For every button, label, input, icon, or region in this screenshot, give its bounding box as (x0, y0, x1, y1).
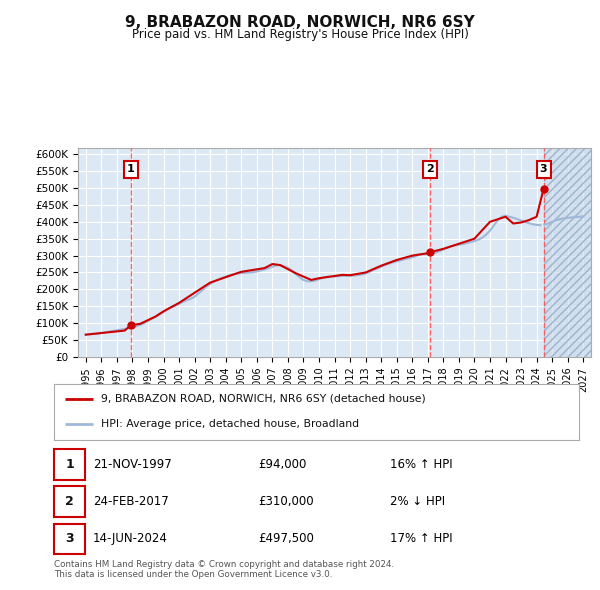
Text: 9, BRABAZON ROAD, NORWICH, NR6 6SY: 9, BRABAZON ROAD, NORWICH, NR6 6SY (125, 15, 475, 30)
Text: 2: 2 (65, 495, 74, 508)
Text: 14-JUN-2024: 14-JUN-2024 (93, 532, 168, 545)
Text: 16% ↑ HPI: 16% ↑ HPI (390, 457, 452, 471)
Text: 2% ↓ HPI: 2% ↓ HPI (390, 494, 445, 508)
Bar (544, 148, 591, 357)
Text: 1: 1 (127, 165, 135, 175)
Text: Price paid vs. HM Land Registry's House Price Index (HPI): Price paid vs. HM Land Registry's House … (131, 28, 469, 41)
Text: 2: 2 (426, 165, 434, 175)
Text: £94,000: £94,000 (258, 457, 307, 471)
Text: 1: 1 (65, 458, 74, 471)
Text: 17% ↑ HPI: 17% ↑ HPI (390, 532, 452, 545)
Text: £310,000: £310,000 (258, 494, 314, 508)
Bar (544, 148, 591, 357)
Text: 3: 3 (65, 532, 74, 545)
Text: £497,500: £497,500 (258, 532, 314, 545)
Text: 21-NOV-1997: 21-NOV-1997 (93, 457, 172, 471)
Text: 9, BRABAZON ROAD, NORWICH, NR6 6SY (detached house): 9, BRABAZON ROAD, NORWICH, NR6 6SY (deta… (101, 394, 426, 404)
Text: 3: 3 (540, 165, 547, 175)
Text: Contains HM Land Registry data © Crown copyright and database right 2024.
This d: Contains HM Land Registry data © Crown c… (54, 560, 394, 579)
Text: HPI: Average price, detached house, Broadland: HPI: Average price, detached house, Broa… (101, 419, 359, 430)
Text: 24-FEB-2017: 24-FEB-2017 (93, 494, 169, 508)
